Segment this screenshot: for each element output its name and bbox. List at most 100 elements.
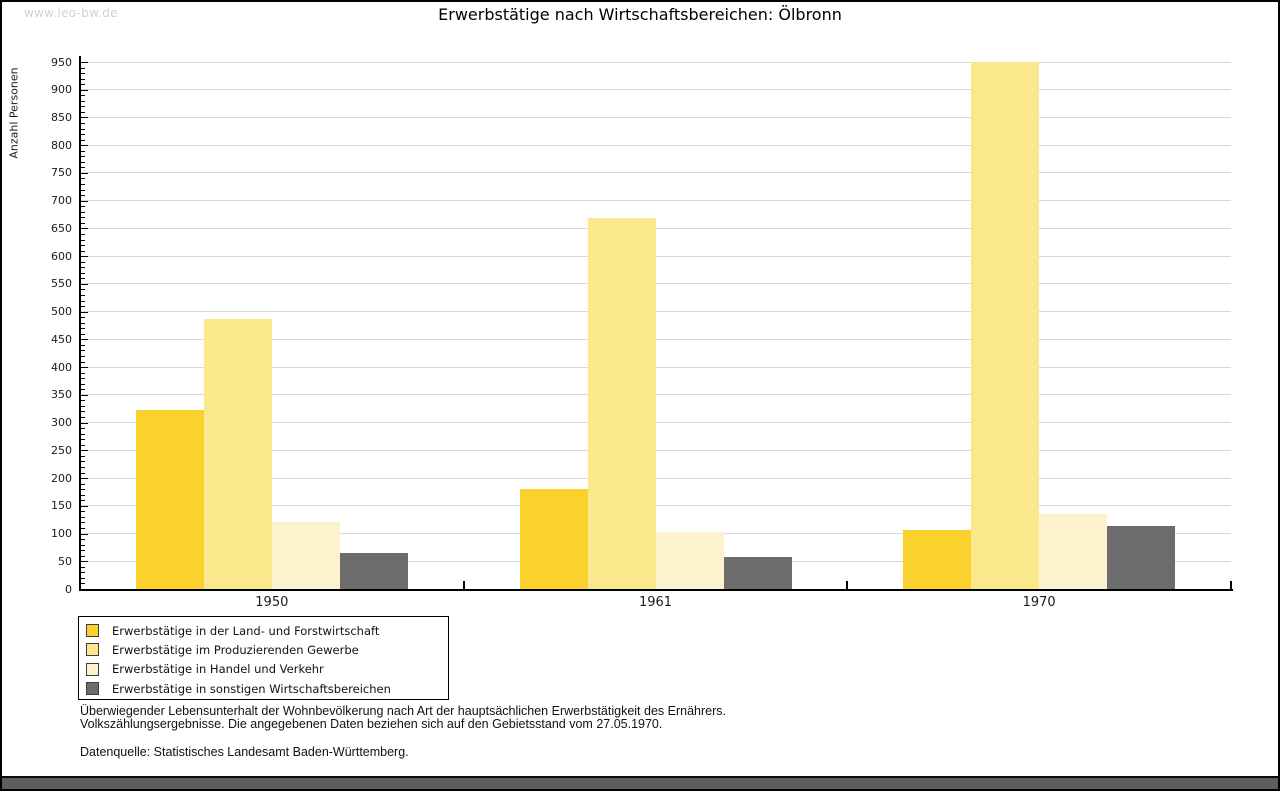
y-minor-tick bbox=[81, 95, 85, 97]
legend-item-series-1: Erwerbstätige in der Land- und Forstwirt… bbox=[86, 621, 448, 640]
y-major-tick bbox=[81, 311, 88, 313]
y-minor-tick bbox=[81, 544, 85, 546]
y-minor-tick bbox=[81, 428, 85, 430]
y-minor-tick bbox=[81, 139, 85, 141]
y-tick-label: 250 bbox=[51, 443, 72, 457]
y-minor-tick bbox=[81, 306, 85, 308]
y-minor-tick bbox=[81, 500, 85, 502]
y-major-tick bbox=[81, 367, 88, 369]
y-minor-tick bbox=[81, 167, 85, 169]
y-major-tick bbox=[81, 533, 88, 535]
y-minor-tick bbox=[81, 233, 85, 235]
y-tick-label: 100 bbox=[51, 527, 72, 541]
y-minor-tick bbox=[81, 328, 85, 330]
gridline bbox=[80, 116, 1231, 118]
legend-swatch-icon bbox=[86, 682, 99, 696]
legend-swatch-icon bbox=[86, 643, 99, 657]
legend-label: Erwerbstätige in der Land- und Forstwirt… bbox=[112, 623, 380, 638]
y-minor-tick bbox=[81, 239, 85, 241]
y-axis-line bbox=[79, 56, 81, 591]
y-major-tick bbox=[81, 89, 88, 91]
y-minor-tick bbox=[81, 516, 85, 518]
gridline bbox=[80, 255, 1231, 257]
y-tick-label: 750 bbox=[51, 166, 72, 180]
data-source-note: Datenquelle: Statistisches Landesamt Bad… bbox=[80, 745, 409, 759]
y-tick-label: 950 bbox=[51, 55, 72, 69]
y-minor-tick bbox=[81, 184, 85, 186]
y-minor-tick bbox=[81, 577, 85, 579]
legend-label: Erwerbstätige in Handel und Verkehr bbox=[112, 662, 324, 677]
y-minor-tick bbox=[81, 461, 85, 463]
y-minor-tick bbox=[81, 400, 85, 402]
gridline bbox=[80, 394, 1231, 396]
y-minor-tick bbox=[81, 389, 85, 391]
gridline bbox=[80, 227, 1231, 229]
y-minor-tick bbox=[81, 383, 85, 385]
y-minor-tick bbox=[81, 222, 85, 224]
y-minor-tick bbox=[81, 539, 85, 541]
gridline bbox=[80, 200, 1231, 202]
gridline bbox=[80, 422, 1231, 424]
y-major-tick bbox=[81, 394, 88, 396]
y-minor-tick bbox=[81, 111, 85, 113]
bar-1950-series-4 bbox=[339, 552, 408, 589]
site-watermark: www.leo-bw.de bbox=[24, 6, 118, 20]
y-minor-tick bbox=[81, 294, 85, 296]
y-minor-tick bbox=[81, 378, 85, 380]
bar-1961-series-1 bbox=[519, 489, 588, 589]
y-minor-tick bbox=[81, 123, 85, 125]
y-minor-tick bbox=[81, 439, 85, 441]
bar-1961-series-4 bbox=[723, 556, 792, 589]
y-minor-tick bbox=[81, 350, 85, 352]
y-minor-tick bbox=[81, 417, 85, 419]
y-minor-tick bbox=[81, 356, 85, 357]
y-minor-tick bbox=[81, 217, 85, 219]
y-minor-tick bbox=[81, 156, 85, 158]
y-major-tick bbox=[81, 339, 88, 341]
y-tick-label: 50 bbox=[58, 554, 72, 568]
legend-item-series-3: Erwerbstätige in Handel und Verkehr bbox=[86, 660, 448, 679]
gridline bbox=[80, 505, 1231, 507]
legend-label: Erwerbstätige im Produzierenden Gewerbe bbox=[112, 642, 359, 657]
chart-title: Erwerbstätige nach Wirtschaftsbereichen:… bbox=[438, 5, 842, 24]
y-tick-label: 150 bbox=[51, 499, 72, 513]
y-tick-label: 200 bbox=[51, 471, 72, 485]
footnote-line-2: Volkszählungsergebnisse. Die angegebenen… bbox=[80, 717, 663, 731]
legend-item-series-2: Erwerbstätige im Produzierenden Gewerbe bbox=[86, 640, 448, 659]
y-tick-label: 650 bbox=[51, 221, 72, 235]
y-minor-tick bbox=[81, 195, 85, 197]
y-tick-label: 450 bbox=[51, 332, 72, 346]
y-minor-tick bbox=[81, 455, 85, 457]
gridline bbox=[80, 311, 1231, 313]
y-major-tick bbox=[81, 422, 88, 424]
x-category-label: 1950 bbox=[255, 595, 289, 610]
y-minor-tick bbox=[81, 511, 85, 513]
y-minor-tick bbox=[81, 317, 85, 319]
y-tick-label: 800 bbox=[51, 138, 72, 152]
y-minor-tick bbox=[81, 189, 85, 191]
x-axis-line bbox=[79, 589, 1233, 591]
y-tick-label: 400 bbox=[51, 360, 72, 374]
footnote-line-1: Überwiegender Lebensunterhalt der Wohnbe… bbox=[80, 704, 726, 718]
y-minor-tick bbox=[81, 322, 85, 324]
y-minor-tick bbox=[81, 261, 85, 263]
y-tick-label: 350 bbox=[51, 388, 72, 402]
y-minor-tick bbox=[81, 100, 85, 102]
bar-1950-series-2 bbox=[203, 318, 272, 589]
y-major-tick bbox=[81, 283, 88, 285]
y-minor-tick bbox=[81, 150, 85, 152]
y-major-tick bbox=[81, 505, 88, 507]
y-minor-tick bbox=[81, 250, 85, 252]
bar-1970-series-2 bbox=[971, 62, 1040, 589]
legend-item-series-4: Erwerbstätige in sonstigen Wirtschaftsbe… bbox=[86, 679, 448, 698]
y-minor-tick bbox=[81, 178, 85, 180]
y-major-tick bbox=[81, 256, 88, 258]
y-tick-label: 900 bbox=[51, 83, 72, 97]
y-major-tick bbox=[81, 228, 88, 230]
y-minor-tick bbox=[81, 555, 85, 557]
y-minor-tick bbox=[81, 278, 85, 280]
y-minor-tick bbox=[81, 289, 85, 291]
y-tick-label: 300 bbox=[51, 416, 72, 430]
bar-1970-series-4 bbox=[1107, 526, 1176, 589]
x-category-label: 1961 bbox=[638, 595, 673, 610]
